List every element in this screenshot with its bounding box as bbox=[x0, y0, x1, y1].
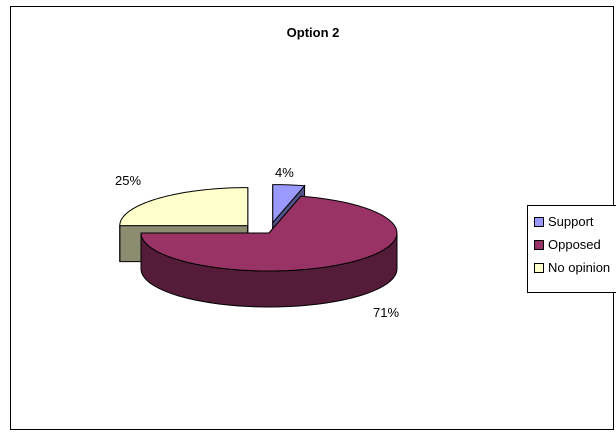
slice-no-opinion-top bbox=[119, 187, 249, 227]
chart-area: Option 2 Support Opposed No opinion 4% 7… bbox=[10, 6, 616, 430]
legend-item-opposed: Opposed bbox=[534, 233, 616, 256]
slice-opposed-top bbox=[140, 195, 398, 272]
chart-title: Option 2 bbox=[286, 25, 340, 40]
legend-swatch-support bbox=[534, 216, 544, 227]
legend-label-support: Support bbox=[548, 214, 594, 229]
legend-item-support: Support bbox=[534, 210, 616, 233]
legend-label-no-opinion: No opinion bbox=[548, 260, 611, 275]
legend-swatch-opposed bbox=[534, 239, 544, 250]
legend-swatch-no-opinion bbox=[534, 262, 544, 273]
data-label-opposed: 71% bbox=[373, 305, 400, 320]
slice-opposed bbox=[140, 194, 398, 308]
legend-item-no-opinion: No opinion bbox=[534, 256, 616, 279]
legend-label-opposed: Opposed bbox=[548, 237, 601, 252]
data-label-support: 4% bbox=[275, 165, 294, 180]
slice-support-top bbox=[272, 184, 306, 224]
legend: Support Opposed No opinion bbox=[527, 205, 616, 293]
data-label-no-opinion: 25% bbox=[115, 173, 142, 188]
pie-chart bbox=[119, 184, 398, 308]
